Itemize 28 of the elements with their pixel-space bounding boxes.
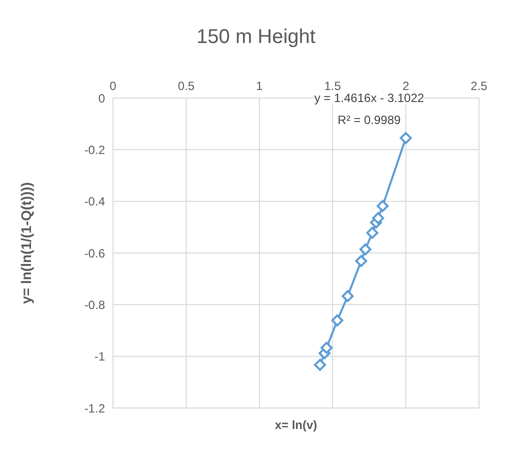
point [400, 132, 412, 144]
y-tick-label: -0.2 [84, 142, 106, 157]
y-tick-label: -1.2 [84, 401, 106, 416]
point [376, 200, 389, 212]
y-tick-label: -0.6 [84, 246, 106, 260]
y-axis-title: y= ln(ln(1/(1-Q(t)))) [18, 182, 34, 304]
point [366, 226, 378, 239]
x-axis-title: x= ln(v) [274, 418, 318, 432]
point [320, 342, 333, 354]
x-tick-label: 1 [256, 79, 264, 93]
x-tick-label: 0 [110, 79, 117, 93]
x-tick-label: 2.5 [470, 79, 488, 93]
point [314, 358, 326, 371]
point [331, 314, 344, 326]
y-tick-label: 0 [98, 91, 106, 106]
y-tick-label: -0.4 [84, 194, 106, 209]
annotation: y = 1.4616x - 3.1022 [314, 91, 424, 105]
x-tick-label: 0.5 [178, 79, 195, 93]
point [355, 255, 368, 268]
point [359, 243, 372, 256]
x-tick-label: 1.5 [324, 79, 342, 93]
annotation: R² = 0.9989 [338, 113, 401, 127]
x-tick-label: 2 [402, 79, 410, 93]
y-tick-label: -0.8 [84, 298, 106, 312]
chart-title: 150 m Height [196, 26, 316, 49]
point [342, 290, 354, 302]
y-tick-label: -1 [94, 350, 106, 364]
point [372, 212, 384, 224]
